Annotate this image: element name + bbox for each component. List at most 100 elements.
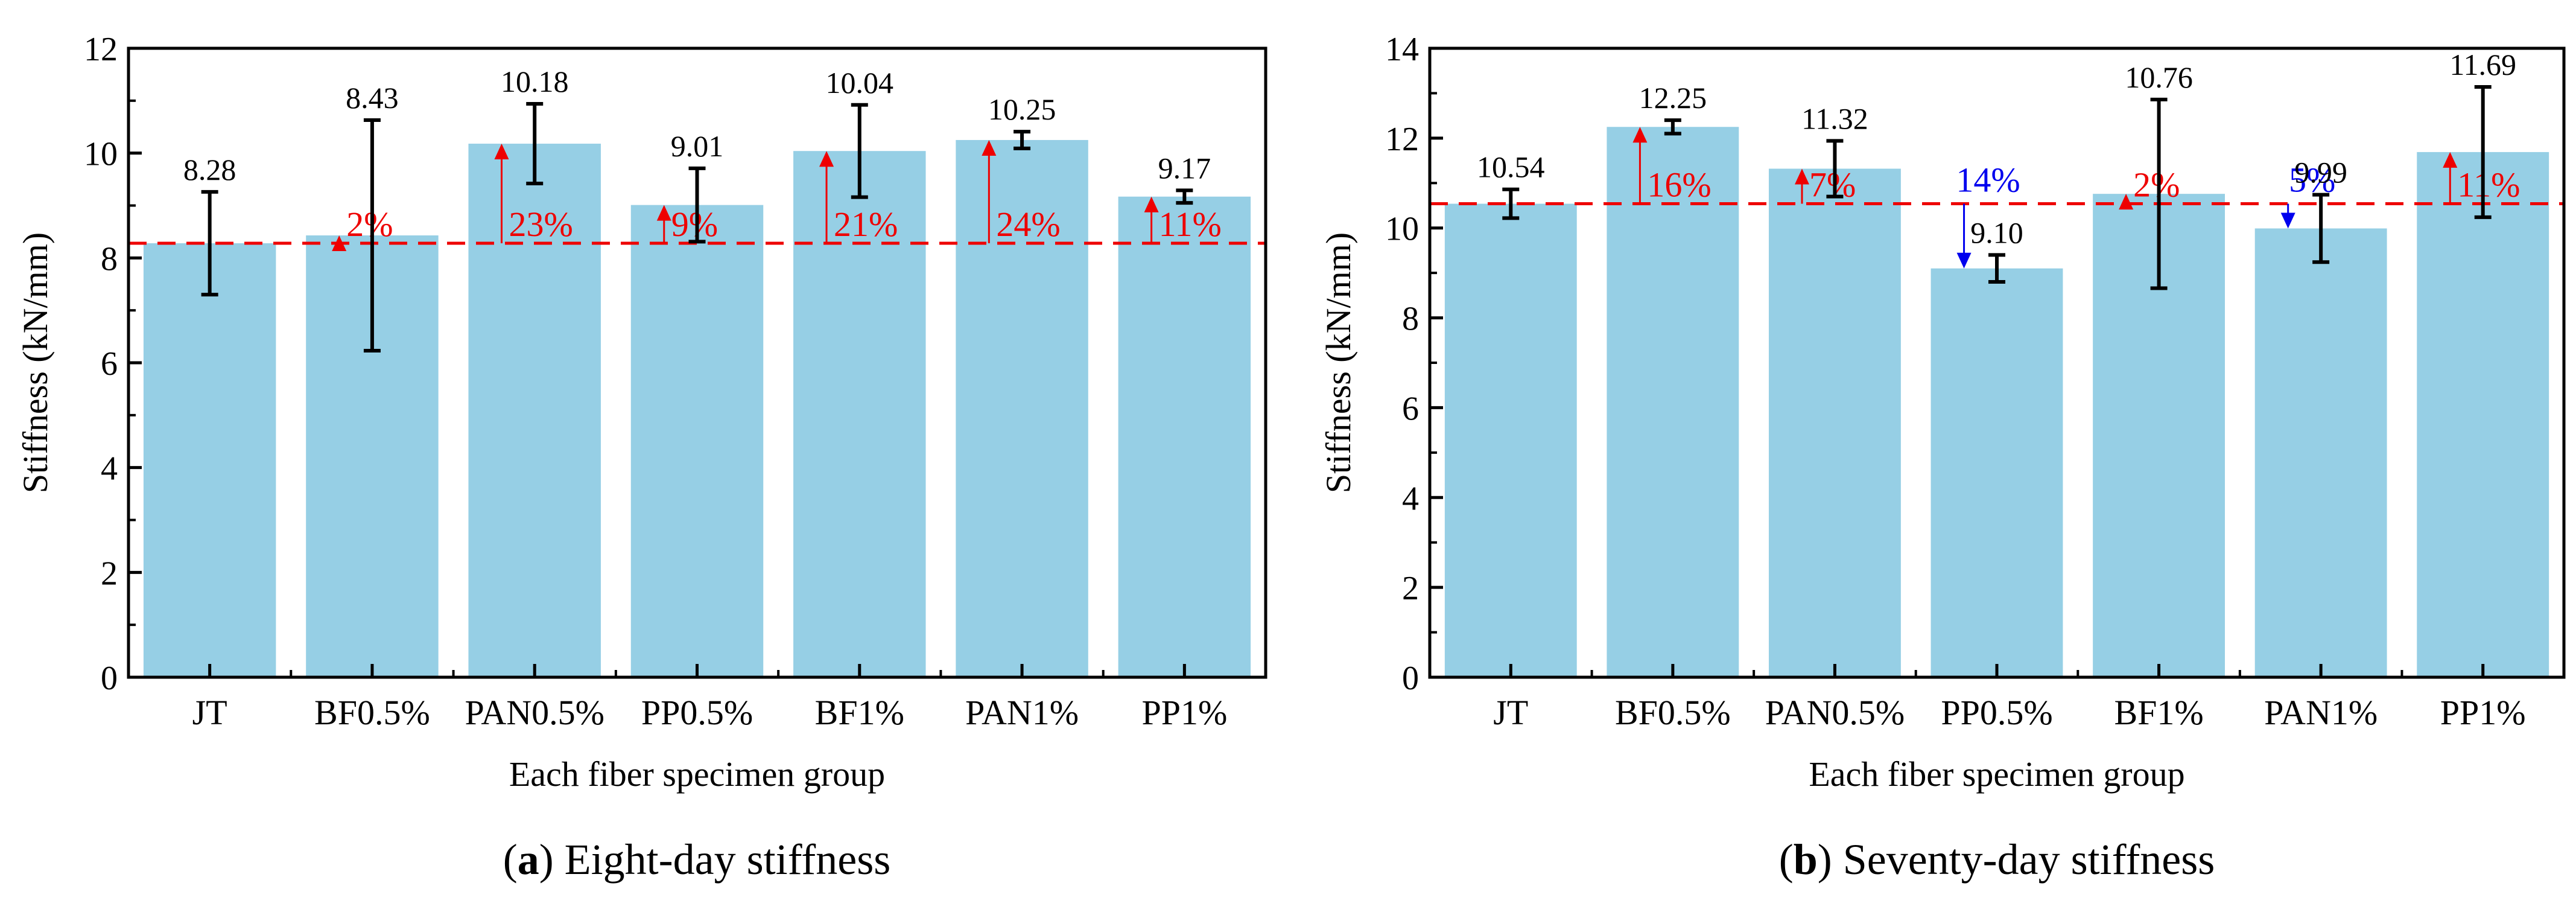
arrow-head-down-icon	[1956, 252, 1972, 269]
panel-a-stiffness-chart: 2% 23% 9% 21% 24% 11% 8.28 8.43 10.18 9.01 10.04 10…	[16, 31, 1267, 884]
caption-text: Eight-day stiffness	[554, 835, 891, 884]
error-bar-b-2	[1826, 139, 1844, 199]
value-label-a-3: 9.01	[671, 129, 724, 163]
error-bar-a-1	[363, 118, 381, 353]
change-arrow-a-2	[494, 144, 509, 244]
value-label-b-0: 10.54	[1477, 150, 1545, 184]
error-bar-a-5	[1014, 130, 1031, 150]
error-bar-a-0	[201, 190, 218, 297]
caption-paren-close: )	[539, 835, 554, 884]
change-arrow-a-5	[982, 139, 997, 244]
change-arrow-b-2	[1794, 168, 1809, 204]
ytick-label-b-6: 12	[1385, 121, 1419, 158]
y-axis-title-b: Stiffness (kN/mm)	[1319, 232, 1358, 493]
ytick-label-a-1: 2	[101, 555, 118, 592]
value-label-b-2: 11.32	[1801, 101, 1868, 135]
arrow-head-up-icon	[982, 139, 997, 156]
change-arrow-a-6	[1144, 196, 1159, 244]
change-arrow-a-1	[332, 235, 347, 251]
caption-b: (b) Seventy-day stiffness	[1779, 835, 2215, 884]
error-bar-b-3	[1988, 253, 2005, 284]
arrow-head-up-icon	[819, 151, 834, 167]
change-label-b-2: 7%	[1809, 165, 1856, 205]
value-label-b-6: 11.69	[2449, 48, 2516, 81]
arrow-head-up-icon	[1632, 127, 1648, 143]
category-label-b-3: PP0.5%	[1941, 693, 2052, 732]
error-bar-b-0	[1502, 187, 1520, 220]
error-bar-a-2	[526, 102, 544, 186]
value-label-b-4: 10.76	[2125, 60, 2193, 94]
value-label-b-3: 9.10	[1970, 215, 2023, 249]
change-arrow-b-1	[1632, 127, 1648, 204]
category-label-a-1: BF0.5%	[314, 693, 430, 732]
value-label-a-2: 10.18	[501, 65, 569, 98]
arrow-head-up-icon	[1794, 168, 1809, 185]
change-arrow-a-3	[656, 205, 671, 244]
category-label-b-2: PAN0.5%	[1765, 693, 1905, 732]
bar-a-0	[143, 243, 276, 677]
arrow-head-up-icon	[2119, 194, 2134, 210]
error-bar-a-3	[688, 166, 706, 244]
error-bar-a-4	[851, 103, 868, 199]
change-arrow-b-3	[1956, 203, 1972, 269]
bar-a-6	[1118, 196, 1251, 677]
caption-a: (a) Eight-day stiffness	[503, 835, 891, 884]
x-axis-title-a: Each fiber specimen group	[509, 754, 885, 794]
category-label-a-3: PP0.5%	[641, 693, 753, 732]
ytick-label-b-2: 4	[1402, 480, 1419, 517]
category-label-a-0: JT	[192, 693, 227, 732]
category-label-a-5: PAN1%	[965, 693, 1079, 732]
error-bar-b-5	[2312, 193, 2330, 264]
change-label-a-1: 2%	[346, 205, 393, 244]
bar-a-2	[468, 144, 601, 677]
bar-a-4	[793, 151, 926, 677]
ytick-label-a-0: 0	[101, 660, 118, 697]
category-label-b-1: BF0.5%	[1615, 693, 1731, 732]
arrow-head-up-icon	[494, 144, 509, 160]
change-label-a-4: 21%	[834, 205, 898, 244]
error-bar-a-6	[1176, 188, 1193, 205]
arrow-head-down-icon	[2280, 212, 2295, 229]
ytick-label-a-3: 6	[101, 345, 118, 383]
caption-text: Seventy-day stiffness	[1832, 835, 2215, 884]
category-label-a-4: BF1%	[815, 693, 904, 732]
change-label-b-6: 11%	[2457, 165, 2520, 205]
bar-b-1	[1607, 127, 1739, 677]
category-label-a-2: PAN0.5%	[465, 693, 604, 732]
arrow-head-up-icon	[656, 205, 671, 221]
ytick-label-b-1: 2	[1402, 570, 1419, 607]
caption-paren-open: (	[1779, 835, 1794, 884]
ytick-label-b-4: 8	[1402, 301, 1419, 338]
category-label-a-6: PP1%	[1141, 693, 1227, 732]
change-label-a-3: 9%	[671, 205, 718, 244]
category-label-b-6: PP1%	[2440, 693, 2526, 732]
change-arrow-b-6	[2443, 152, 2458, 204]
bar-b-3	[1930, 268, 2063, 677]
change-label-a-2: 23%	[509, 205, 573, 244]
change-arrow-b-5	[2280, 203, 2295, 229]
arrow-head-up-icon	[1144, 196, 1159, 212]
value-label-a-1: 8.43	[346, 81, 399, 115]
value-label-a-4: 10.04	[826, 66, 894, 100]
ytick-label-b-0: 0	[1402, 660, 1419, 697]
bar-b-5	[2254, 228, 2387, 677]
arrow-head-up-icon	[332, 235, 347, 251]
change-arrow-b-4	[2119, 194, 2134, 210]
value-label-a-0: 8.28	[183, 153, 236, 187]
error-bar-b-6	[2474, 85, 2492, 219]
bar-a-5	[956, 139, 1088, 678]
ytick-label-b-5: 10	[1385, 211, 1419, 248]
error-bar-b-4	[2150, 97, 2168, 290]
value-label-a-6: 9.17	[1158, 151, 1211, 185]
bar-b-6	[2417, 152, 2549, 677]
error-bar-b-1	[1664, 118, 1681, 136]
arrow-head-up-icon	[2443, 152, 2458, 168]
ytick-label-a-4: 8	[101, 240, 118, 278]
panel-b-stiffness-chart: 16% 7% 14% 2% 5% 11%10.5412.2511.329.1010.769…	[1319, 31, 2566, 884]
bar-b-2	[1768, 168, 1901, 677]
bar-b-0	[1444, 203, 1577, 678]
change-arrow-a-4	[819, 151, 834, 244]
change-label-a-5: 24%	[996, 205, 1060, 244]
ytick-label-a-6: 12	[84, 31, 118, 68]
